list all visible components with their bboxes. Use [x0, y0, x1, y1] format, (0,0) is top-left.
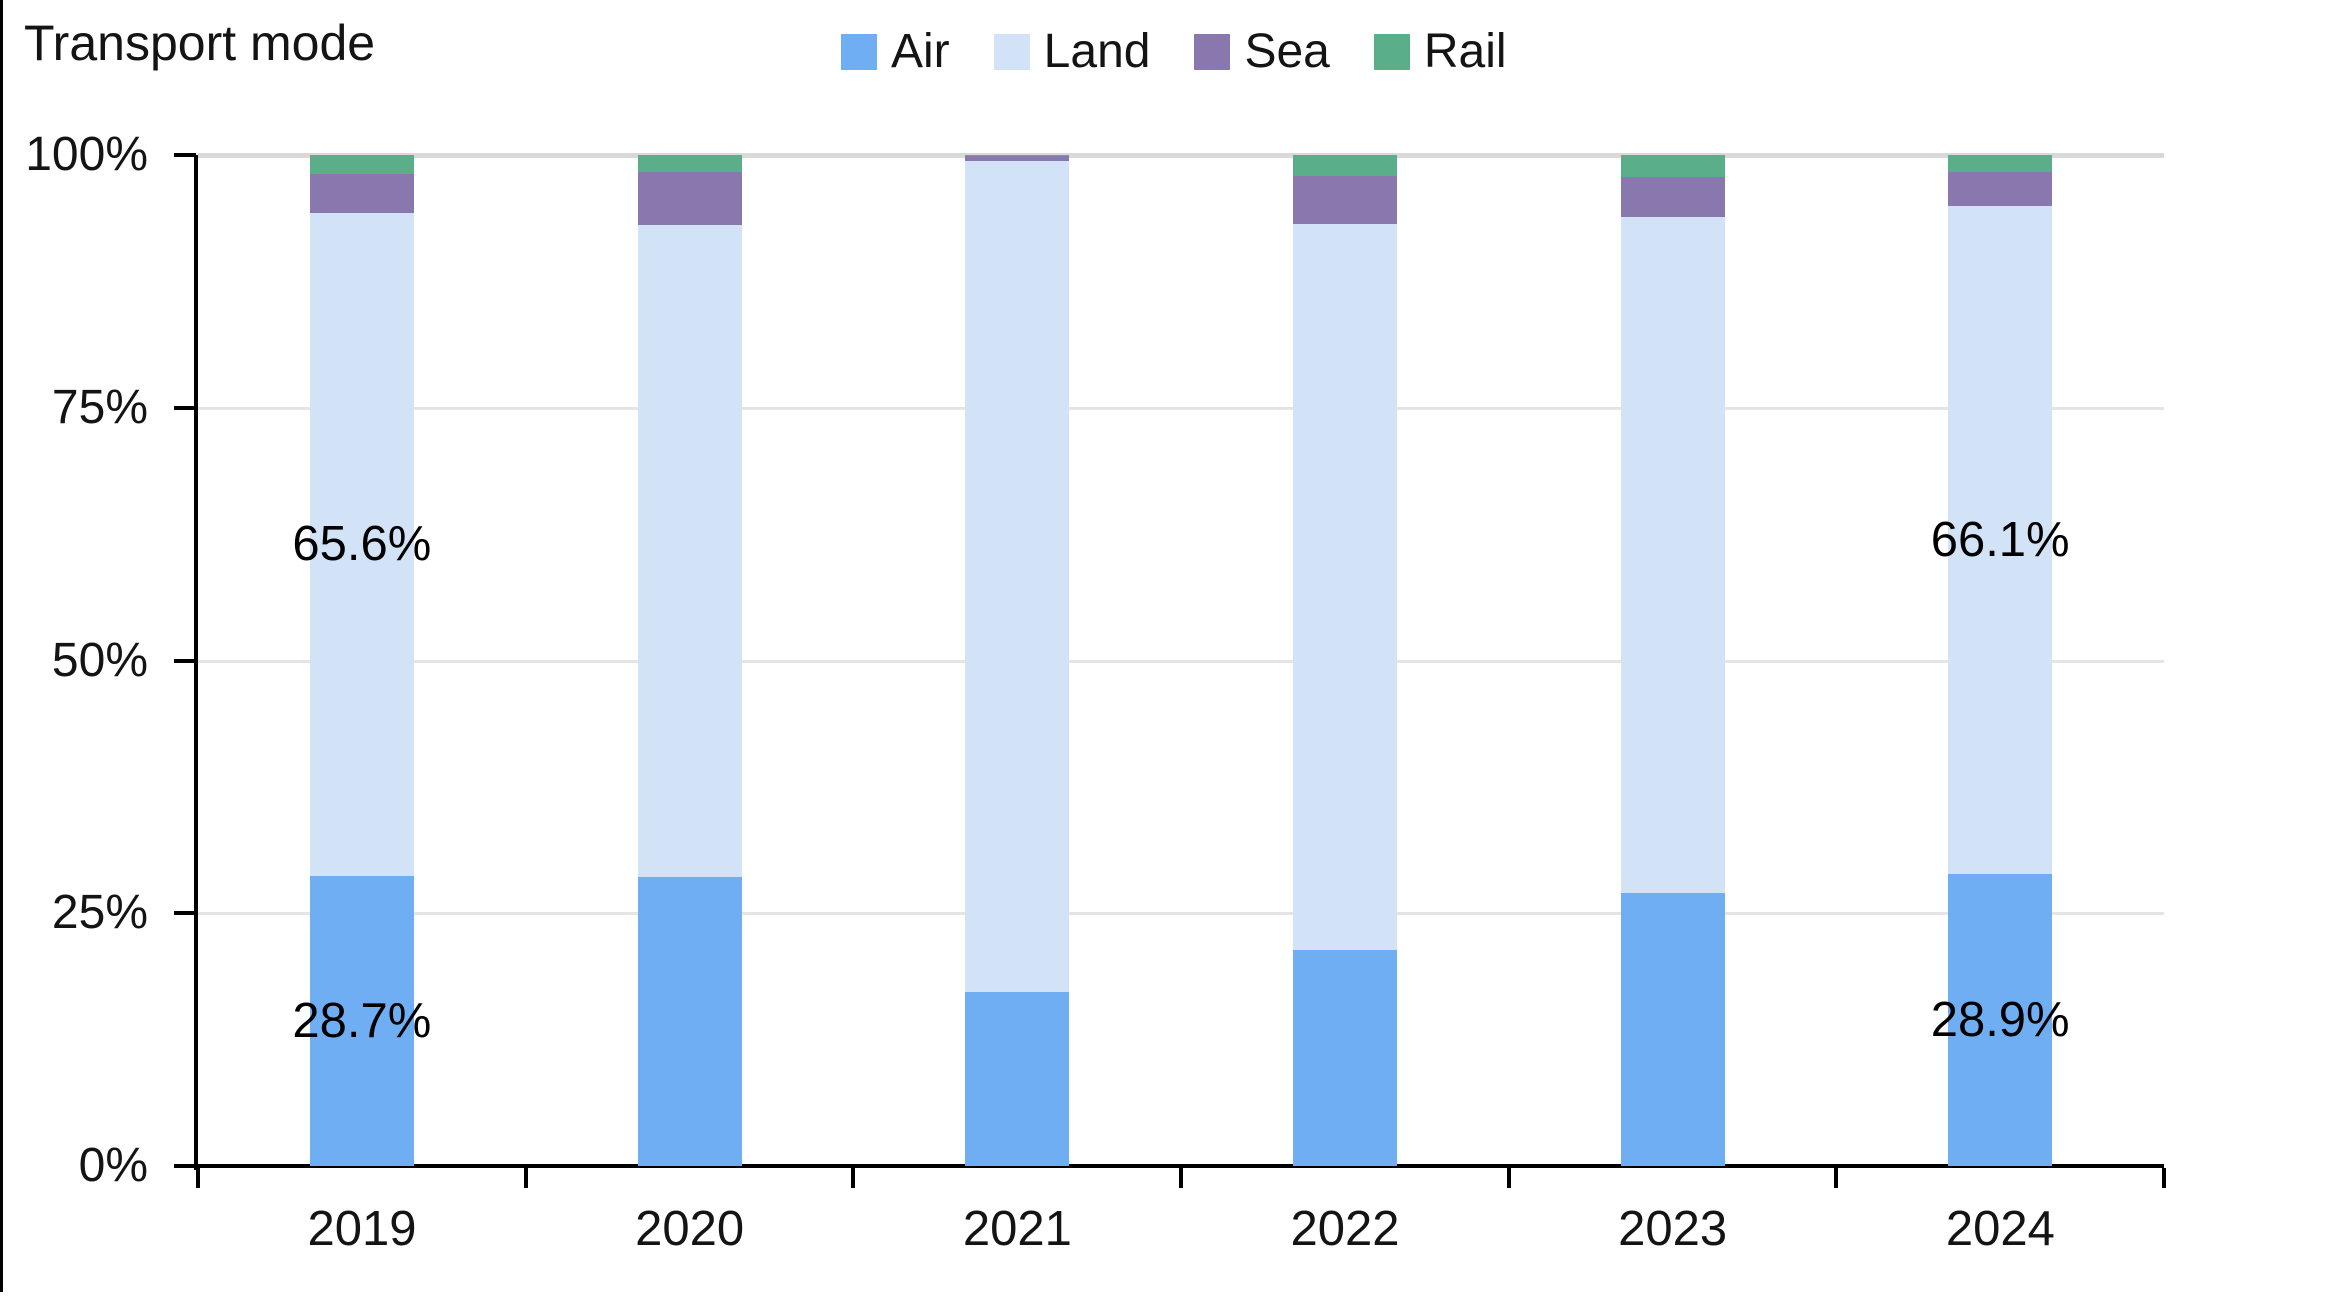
bar-2024-air [1948, 873, 2053, 1166]
bar-2019-sea [309, 174, 414, 213]
data-label-2024-land: 66.1% [1930, 512, 2070, 567]
x-axis-tick-0 [196, 1168, 200, 1188]
y-axis-label-0: 0% [78, 1139, 148, 1192]
x-category-label-2019: 2019 [307, 1202, 417, 1256]
chart-title: Transport mode [24, 15, 376, 71]
bar-2020-air [637, 876, 742, 1166]
x-category-label-2020: 2020 [635, 1202, 745, 1256]
bar-2019-land [309, 212, 414, 876]
bar-2024-rail [1948, 155, 2053, 173]
x-axis-tick-4 [1506, 1168, 1511, 1188]
bar-2021-sea [965, 156, 1070, 162]
legend: Air Land Sea Rail [841, 26, 1507, 78]
y-axis-label-100: 100% [25, 128, 148, 181]
bar-2022-sea [1292, 176, 1397, 224]
gridline-100 [198, 153, 2164, 158]
bar-2021-air [965, 992, 1070, 1166]
bar-2019-air [309, 875, 414, 1166]
legend-item-air: Air [841, 26, 950, 78]
x-category-label-2021: 2021 [962, 1202, 1072, 1256]
y-axis-label-75: 75% [51, 380, 148, 434]
x-axis-line [194, 1164, 2164, 1168]
legend-swatch-rail [1373, 34, 1410, 70]
bar-2023-land [1620, 216, 1725, 893]
bar-2023-sea [1620, 177, 1725, 217]
bar-2024-sea [1948, 172, 2053, 206]
x-axis-tick-6 [2162, 1168, 2166, 1188]
data-label-2019-land: 65.6% [292, 517, 432, 572]
bar-2021-rail [965, 155, 1070, 156]
y-axis-label-50: 50% [51, 633, 148, 687]
bar-2024-land [1948, 205, 2053, 874]
bar-2023-rail [1620, 155, 1725, 178]
bar-2020-rail [637, 155, 742, 173]
y-axis-tick-75 [174, 405, 196, 410]
gridline-75 [198, 406, 2164, 410]
y-axis-tick-25 [174, 911, 196, 916]
bar-2020-land [637, 224, 742, 877]
bar-2020-sea [637, 172, 742, 225]
legend-item-sea: Sea [1194, 25, 1330, 78]
data-label-2024-air: 28.9% [1930, 992, 2070, 1047]
x-axis-tick-2 [851, 1168, 856, 1188]
legend-label-land: Land [1043, 25, 1151, 78]
bar-2022-air [1292, 949, 1397, 1166]
x-category-label-2024: 2024 [1945, 1202, 2055, 1256]
legend-swatch-land [993, 34, 1030, 70]
gridline-25 [198, 912, 2164, 916]
y-axis-tick-50 [174, 658, 196, 663]
y-axis-label-25: 25% [51, 886, 148, 940]
left-edge-border [0, 0, 3, 1292]
x-axis-tick-5 [1834, 1168, 1839, 1188]
bar-2022-land [1292, 223, 1397, 950]
gridline-50 [198, 659, 2164, 663]
legend-swatch-sea [1194, 34, 1231, 70]
y-axis-tick-0 [174, 1164, 196, 1168]
y-axis-line [194, 155, 198, 1170]
bar-2019-rail [309, 155, 414, 175]
legend-swatch-air [841, 34, 877, 70]
bar-2023-air [1620, 893, 1725, 1166]
legend-item-rail: Rail [1373, 25, 1507, 78]
legend-label-sea: Sea [1244, 25, 1330, 78]
x-axis-tick-1 [523, 1168, 528, 1188]
plot-area [198, 153, 2164, 1166]
legend-label-rail: Rail [1423, 25, 1507, 78]
x-category-label-2023: 2023 [1618, 1202, 1728, 1256]
data-label-2019-air: 28.7% [292, 993, 432, 1048]
bar-2021-land [965, 161, 1070, 993]
y-axis-tick-100 [174, 153, 196, 157]
bar-2022-rail [1292, 155, 1397, 177]
legend-label-air: Air [891, 25, 950, 78]
legend-item-land: Land [993, 25, 1151, 78]
x-axis-tick-3 [1179, 1168, 1183, 1188]
x-category-label-2022: 2022 [1290, 1202, 1400, 1256]
